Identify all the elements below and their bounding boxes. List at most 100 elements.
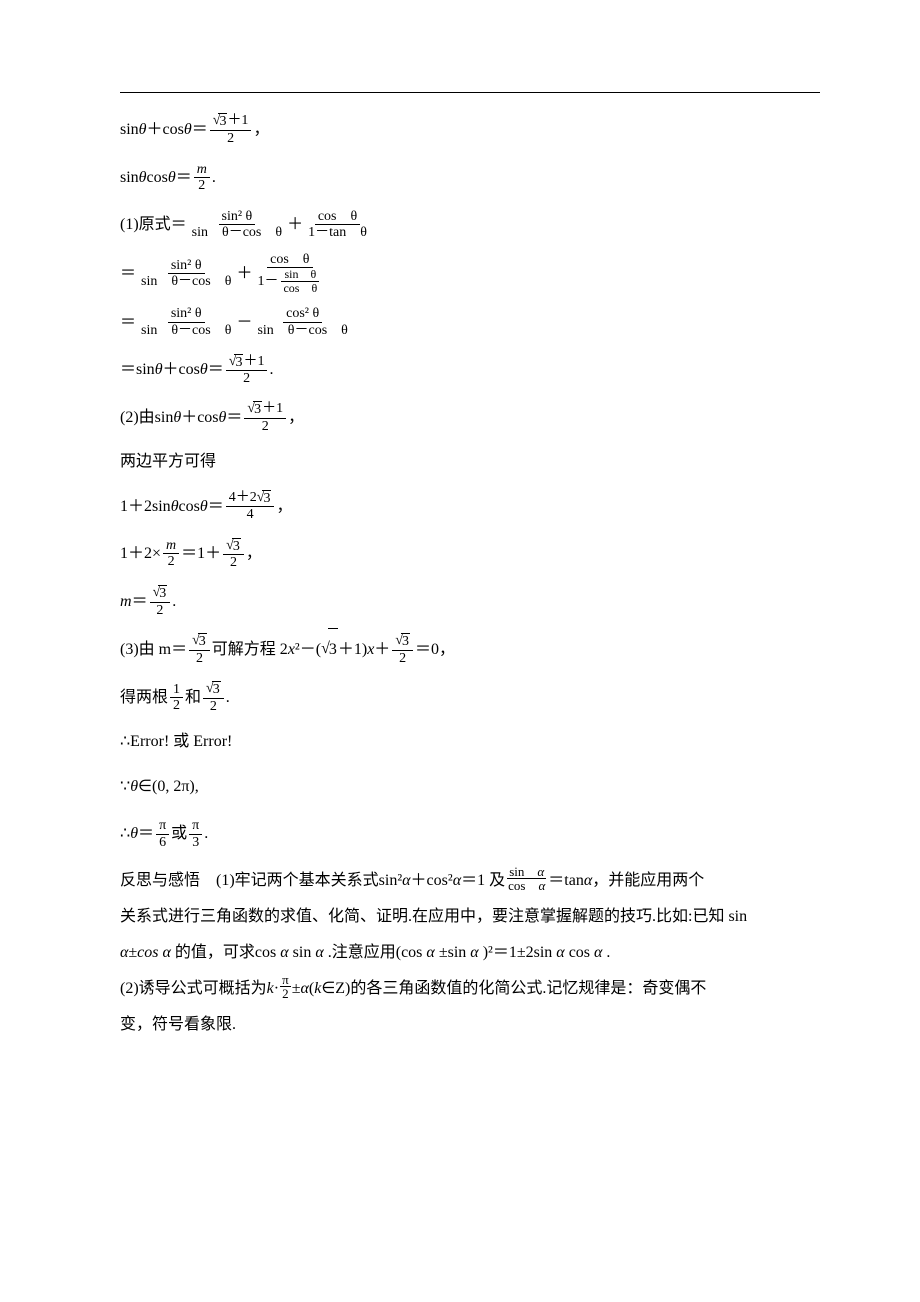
text: 1＋2× xyxy=(120,533,161,575)
text: ＝0， xyxy=(415,629,455,671)
text: ∈(0, 2π), xyxy=(138,766,199,808)
theta: θ xyxy=(173,397,181,439)
x: x xyxy=(288,629,295,671)
alpha: α xyxy=(426,944,434,961)
plus: ＋ xyxy=(236,253,252,295)
alpha: α xyxy=(402,865,410,897)
theta: θ xyxy=(130,766,138,808)
equation-line-14: ∴ θ ＝ π 6 或 π 3 . xyxy=(120,813,820,855)
text: ＋1) xyxy=(338,629,367,671)
period: . xyxy=(204,813,208,855)
text: ，并能应用两个 xyxy=(592,865,704,897)
text: ∈Z)的各三角函数值的化简公式.记忆规律是：奇变偶不 xyxy=(321,973,706,1005)
fraction: 4＋2√3 4 xyxy=(226,490,275,523)
alpha: α xyxy=(556,944,564,961)
equation-line-3: (1)原式＝ sin² θ sin θ－cos θ ＋ cos θ 1－tan … xyxy=(120,204,820,246)
reflection-line-3: α±cos α 的值，可求cos α sin α .注意应用(cos α ±si… xyxy=(120,937,820,969)
fraction: √3 2 xyxy=(189,633,210,666)
text: sin xyxy=(293,944,316,961)
fraction-nested: cos θ 1－ sin θ cos θ xyxy=(254,252,325,296)
period: . xyxy=(606,944,610,961)
alpha: α xyxy=(163,944,171,961)
text: ±sin xyxy=(439,944,470,961)
eq: ＝ xyxy=(132,581,148,623)
text: 的值，可求cos xyxy=(175,944,280,961)
text: cos xyxy=(179,486,200,528)
text: 两边平方可得 xyxy=(120,453,216,470)
equation-line-9: 1＋2× m 2 ＝1＋ √3 2 ， xyxy=(120,533,820,575)
fraction: m 2 xyxy=(194,162,210,194)
equation-line-5: ＝ sin² θ sin θ－cos θ － cos² θ sin θ－cos … xyxy=(120,302,820,344)
fraction: √3 2 xyxy=(223,538,244,571)
fraction: sin² θ sin θ－cos θ xyxy=(189,209,285,241)
theta: θ xyxy=(130,813,138,855)
equation-line-6: ＝sin θ ＋cos θ ＝ √3＋1 2 . xyxy=(120,349,820,391)
equation-line-2: sin θ cos θ ＝ m 2 . xyxy=(120,157,820,199)
alpha: α xyxy=(470,944,478,961)
text: )²＝1±2sin xyxy=(483,944,557,961)
fraction: π 6 xyxy=(156,818,169,850)
text: 可解方程 2 xyxy=(212,629,288,671)
equation-line-11: (3)由 m＝ √3 2 可解方程 2 x ²－( √3 ＋1) x ＋ √3 … xyxy=(120,628,820,671)
text: ＝tan xyxy=(548,865,584,897)
reflection-line-1: 反思与感悟 (1)牢记两个基本关系式sin² α ＋cos² α ＝1 及 si… xyxy=(120,865,820,897)
fraction: √3 2 xyxy=(203,681,224,714)
eq: ＝ xyxy=(208,349,224,391)
text: 关系式进行三角函数的求值、化简、证明.在应用中，要注意掌握解题的技巧.比如:已知… xyxy=(120,908,747,925)
eq: ＝ xyxy=(176,157,192,199)
plus: ＋ xyxy=(287,204,303,246)
equation-line-7: (2)由sin θ ＋cos θ ＝ √3＋1 2 ， xyxy=(120,397,820,439)
fraction: √3＋1 2 xyxy=(210,113,252,146)
text: α±cos xyxy=(120,944,163,961)
fraction: sin² θ sin θ－cos θ xyxy=(138,258,234,290)
text: .注意应用(cos xyxy=(328,944,427,961)
comma: ， xyxy=(288,397,304,439)
minus: － xyxy=(236,302,252,344)
text: 和 xyxy=(185,677,201,719)
prefix: (2)由sin xyxy=(120,397,173,439)
theta: θ xyxy=(200,486,208,528)
equation-line-12: 得两根 1 2 和 √3 2 . xyxy=(120,677,820,719)
prefix: (1)原式＝ xyxy=(120,204,187,246)
text: ∴Error! 或 Error! xyxy=(120,733,232,750)
k: k xyxy=(267,973,274,1005)
text: (2)诱导公式可概括为 xyxy=(120,973,267,1005)
fraction: sin α cos α xyxy=(506,865,547,893)
fraction: m 2 xyxy=(163,538,179,570)
top-rule xyxy=(120,92,820,93)
reflection-line-4: (2)诱导公式可概括为 k · π 2 ± α ( k ∈Z)的各三角函数值的化… xyxy=(120,973,820,1005)
eq: ＝ xyxy=(226,397,242,439)
text: ＝1＋ xyxy=(181,533,221,575)
alpha: α xyxy=(584,865,592,897)
text: 1－ xyxy=(257,274,278,289)
text: ∵ xyxy=(120,766,130,808)
x: x xyxy=(367,629,374,671)
theta: θ xyxy=(171,486,179,528)
text: sin xyxy=(120,109,139,151)
comma: ， xyxy=(253,109,269,151)
fraction: π 2 xyxy=(280,973,291,1001)
eq: ＝ xyxy=(208,486,224,528)
text: ＋ xyxy=(374,629,390,671)
comma: ， xyxy=(246,533,262,575)
alpha: α xyxy=(300,973,308,1005)
text: ＋cos² xyxy=(411,865,453,897)
text: ＝sin xyxy=(120,349,155,391)
text: ＋cos xyxy=(163,349,200,391)
eq: ＝ xyxy=(120,253,136,295)
comma: ， xyxy=(276,486,292,528)
text: ²－( xyxy=(295,629,321,671)
text: cos xyxy=(569,944,594,961)
alpha: α xyxy=(453,865,461,897)
theta: θ xyxy=(139,157,147,199)
text: ＋cos xyxy=(181,397,218,439)
fraction: 1 2 xyxy=(170,682,183,714)
eq: ＝ xyxy=(120,302,136,344)
page-root: sin θ ＋cos θ ＝ √3＋1 2 ， sin θ cos θ ＝ m … xyxy=(0,0,920,1085)
text: 1＋2sin xyxy=(120,486,171,528)
equation-line-4: ＝ sin² θ sin θ－cos θ ＋ cos θ 1－ sin θ co… xyxy=(120,252,820,296)
alpha: α xyxy=(594,944,602,961)
text: 或 xyxy=(171,813,187,855)
text: sin xyxy=(120,157,139,199)
text: 得两根 xyxy=(120,677,168,719)
